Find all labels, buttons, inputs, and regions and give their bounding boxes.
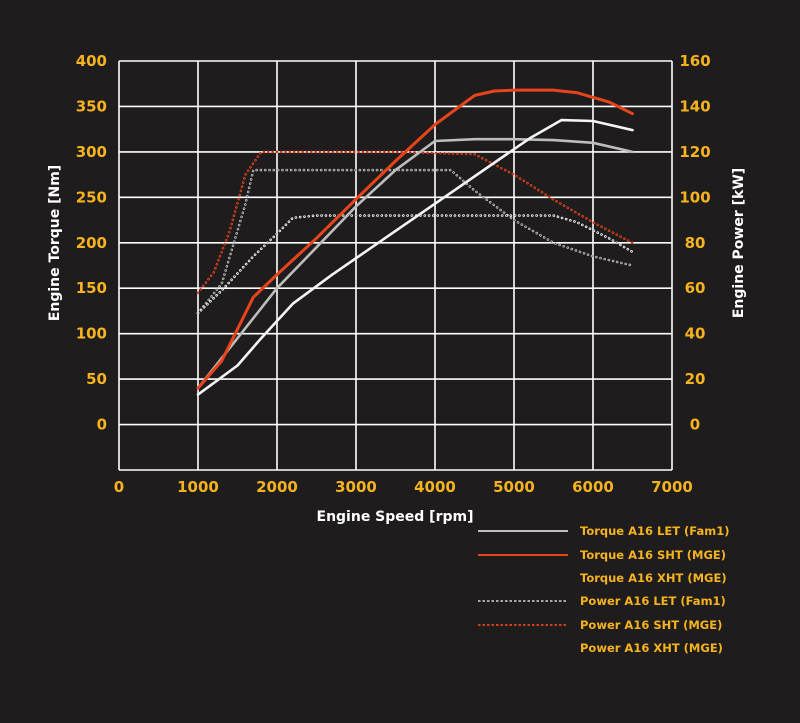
y-left-tick-label: 200 [76, 234, 107, 252]
tick-labels: 0 1000 2000 3000 4000 5000 6000 700005010015020… [76, 52, 711, 496]
y-left-tick-label: 350 [76, 97, 107, 115]
x-tick-label: 5000 [493, 478, 535, 496]
x-tick-label: 2000 [256, 478, 298, 496]
y-left-tick-label: 300 [76, 143, 107, 161]
x-tick-label: 4000 [414, 478, 456, 496]
legend-label: Torque A16 LET (Fam1) [580, 524, 730, 538]
y-left-tick-label: 400 [76, 52, 107, 70]
series-torque-a16-xht-mge [196, 118, 634, 396]
series-torque-a16-sht-mge [196, 88, 634, 390]
series-power-a16-let-fam1-beads [197, 169, 633, 314]
y-right-tick-label: 60 [685, 279, 706, 297]
y-right-tick-label: 0 [690, 416, 700, 434]
x-tick-label: 1000 [177, 478, 219, 496]
series-layer [196, 88, 634, 396]
y-right-tick-label: 160 [679, 52, 710, 70]
y-left-tick-label: 150 [76, 279, 107, 297]
x-tick-label: 0 [114, 478, 124, 496]
legend-label: Power A16 LET (Fam1) [580, 594, 726, 608]
x-axis-label: Engine Speed [rpm] [317, 509, 474, 525]
y-left-tick-label: 50 [86, 370, 107, 388]
y-left-tick-label: 100 [76, 325, 107, 343]
series-power-a16-sht-mge [196, 150, 634, 295]
y-right-tick-label: 80 [685, 234, 706, 252]
legend-label: Power A16 SHT (MGE) [580, 618, 722, 632]
series-power-a16-sht-mge-beads [197, 151, 633, 294]
x-tick-label: 7000 [651, 478, 693, 496]
legend-label: Torque A16 XHT (MGE) [580, 571, 727, 585]
y-axis-right-label: Engine Power [kW] [731, 168, 747, 318]
legend-item-power-a16-let-fam1: Power A16 LET (Fam1) [478, 594, 726, 608]
series-power-a16-xht-mge [196, 214, 634, 315]
legend-item-torque-a16-let-fam1: Torque A16 LET (Fam1) [478, 524, 730, 538]
series-power-a16-xht-mge-beads [197, 215, 633, 314]
legend-item-power-a16-xht-mge: Power A16 XHT (MGE) [580, 641, 723, 655]
legend-label: Torque A16 SHT (MGE) [580, 548, 726, 562]
x-tick-label: 3000 [335, 478, 377, 496]
y-left-tick-label: 0 [97, 416, 107, 434]
series-torque-a16-let-fam1 [196, 137, 634, 390]
series-power-a16-let-fam1 [196, 168, 634, 315]
y-right-tick-label: 40 [685, 325, 706, 343]
legend-label: Power A16 XHT (MGE) [580, 641, 723, 655]
legend-item-torque-a16-xht-mge: Torque A16 XHT (MGE) [580, 571, 727, 585]
legend-item-power-a16-sht-mge: Power A16 SHT (MGE) [478, 618, 722, 632]
y-left-tick-label: 250 [76, 188, 107, 206]
y-right-tick-label: 100 [679, 188, 710, 206]
y-axis-left-label: Engine Torque [Nm] [47, 165, 63, 321]
grid-lines [118, 60, 673, 471]
y-right-tick-label: 120 [679, 143, 710, 161]
legend: Torque A16 LET (Fam1) Torque A16 SHT (MGE… [478, 524, 730, 655]
y-right-tick-label: 20 [685, 370, 706, 388]
x-tick-label: 6000 [572, 478, 614, 496]
legend-item-torque-a16-sht-mge: Torque A16 SHT (MGE) [478, 548, 726, 562]
y-right-tick-label: 140 [679, 97, 710, 115]
